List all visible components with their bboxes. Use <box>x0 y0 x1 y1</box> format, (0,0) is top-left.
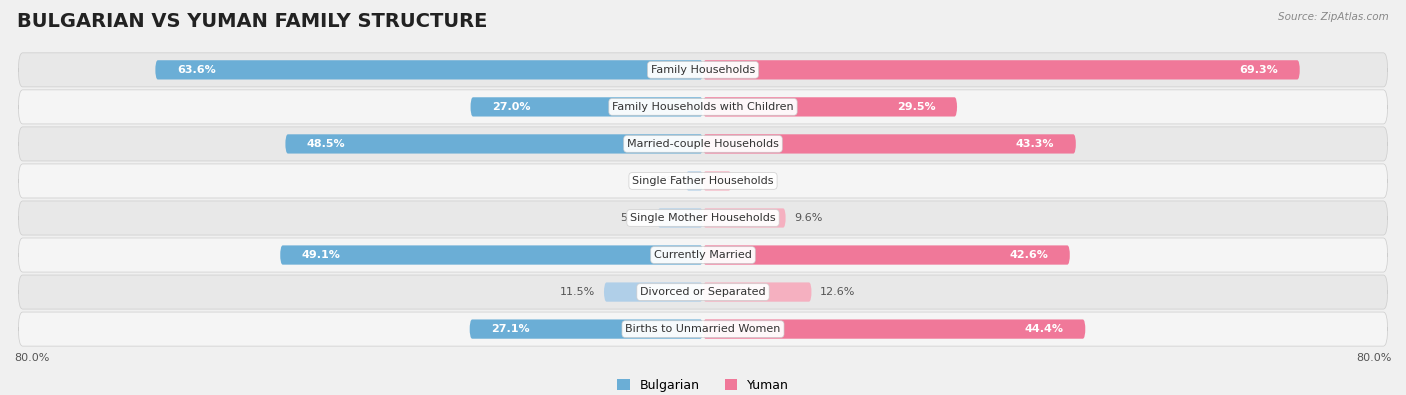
Text: 11.5%: 11.5% <box>560 287 595 297</box>
FancyBboxPatch shape <box>280 245 703 265</box>
Text: Family Households: Family Households <box>651 65 755 75</box>
Text: 63.6%: 63.6% <box>177 65 215 75</box>
Text: Family Households with Children: Family Households with Children <box>612 102 794 112</box>
FancyBboxPatch shape <box>471 97 703 117</box>
Text: 43.3%: 43.3% <box>1017 139 1054 149</box>
FancyBboxPatch shape <box>18 90 1388 124</box>
FancyBboxPatch shape <box>658 209 703 228</box>
FancyBboxPatch shape <box>18 53 1388 87</box>
Text: 27.1%: 27.1% <box>491 324 530 334</box>
Text: 69.3%: 69.3% <box>1240 65 1278 75</box>
FancyBboxPatch shape <box>703 134 1076 154</box>
Text: Currently Married: Currently Married <box>654 250 752 260</box>
FancyBboxPatch shape <box>18 164 1388 198</box>
FancyBboxPatch shape <box>703 60 1299 79</box>
Text: 80.0%: 80.0% <box>1357 353 1392 363</box>
FancyBboxPatch shape <box>18 312 1388 346</box>
Text: 9.6%: 9.6% <box>794 213 823 223</box>
Text: Births to Unmarried Women: Births to Unmarried Women <box>626 324 780 334</box>
Legend: Bulgarian, Yuman: Bulgarian, Yuman <box>617 379 789 392</box>
Text: 48.5%: 48.5% <box>307 139 346 149</box>
Text: 29.5%: 29.5% <box>897 102 935 112</box>
FancyBboxPatch shape <box>18 275 1388 309</box>
Text: 42.6%: 42.6% <box>1010 250 1049 260</box>
Text: 2.0%: 2.0% <box>648 176 678 186</box>
FancyBboxPatch shape <box>470 320 703 339</box>
Text: Single Father Households: Single Father Households <box>633 176 773 186</box>
FancyBboxPatch shape <box>703 282 811 302</box>
FancyBboxPatch shape <box>686 171 703 191</box>
FancyBboxPatch shape <box>18 238 1388 272</box>
FancyBboxPatch shape <box>605 282 703 302</box>
Text: 49.1%: 49.1% <box>302 250 340 260</box>
FancyBboxPatch shape <box>703 245 1070 265</box>
Text: 27.0%: 27.0% <box>492 102 530 112</box>
Text: 44.4%: 44.4% <box>1025 324 1064 334</box>
Text: 3.3%: 3.3% <box>740 176 768 186</box>
FancyBboxPatch shape <box>155 60 703 79</box>
FancyBboxPatch shape <box>18 201 1388 235</box>
Text: 80.0%: 80.0% <box>14 353 49 363</box>
Text: 12.6%: 12.6% <box>820 287 855 297</box>
FancyBboxPatch shape <box>285 134 703 154</box>
FancyBboxPatch shape <box>703 320 1085 339</box>
FancyBboxPatch shape <box>18 127 1388 161</box>
Text: Divorced or Separated: Divorced or Separated <box>640 287 766 297</box>
Text: Married-couple Households: Married-couple Households <box>627 139 779 149</box>
FancyBboxPatch shape <box>703 171 731 191</box>
FancyBboxPatch shape <box>703 97 957 117</box>
FancyBboxPatch shape <box>703 209 786 228</box>
Text: 5.3%: 5.3% <box>620 213 648 223</box>
Text: Source: ZipAtlas.com: Source: ZipAtlas.com <box>1278 12 1389 22</box>
Text: BULGARIAN VS YUMAN FAMILY STRUCTURE: BULGARIAN VS YUMAN FAMILY STRUCTURE <box>17 12 488 31</box>
Text: Single Mother Households: Single Mother Households <box>630 213 776 223</box>
